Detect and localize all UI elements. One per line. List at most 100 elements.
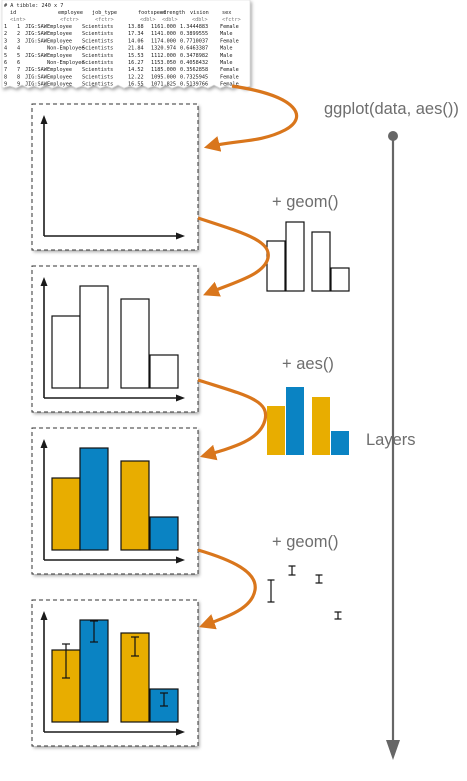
flow-arrow-3 — [197, 378, 268, 461]
tibble-cell: 0.7710037 — [180, 38, 208, 44]
tibble-cell: Scientists — [82, 53, 113, 59]
tibble-title: # A tibble: 240 x 7 — [4, 3, 63, 9]
layers-timeline — [386, 131, 400, 760]
tibble-cell: 1095.000 — [151, 74, 176, 80]
timeline-arrowhead — [386, 740, 400, 760]
tibble-cell: Male — [220, 60, 233, 66]
tibble-cell: 16.27 — [128, 60, 144, 66]
panel-empty-bars — [31, 265, 199, 413]
panel-dashed-border — [31, 599, 199, 747]
panel-dashed-border — [31, 103, 199, 251]
tibble-cell: Scientists — [82, 67, 113, 73]
tibble-cell: 0.5139766 — [180, 82, 208, 88]
tibble-cell: 1 — [17, 24, 20, 30]
flow-arrow-1 — [203, 84, 298, 152]
panel-bars-with-errors — [31, 599, 199, 747]
glyph-colored-bar — [286, 387, 304, 455]
tibble-header-cell: sex — [222, 10, 231, 16]
aes-step-label: + aes() — [282, 355, 334, 373]
tibble-cell: 9 — [4, 82, 7, 88]
tibble-cell: 8 — [4, 74, 7, 80]
tibble-types: <int> <fctr> <fctr> <dbl> <dbl> <dbl> <fctr> — [10, 17, 241, 23]
tibble-cell: 1.3444883 — [180, 24, 208, 30]
tibble-cell: 16.55 — [128, 82, 144, 88]
bar — [149, 516, 179, 551]
bar — [120, 460, 150, 551]
flow-arrows — [197, 84, 298, 630]
tibble-cell: 1153.050 — [151, 60, 176, 66]
y-axis-arrowhead — [40, 611, 48, 620]
tibble-cell: 4 — [17, 46, 20, 52]
tibble-cell: 0.3478982 — [180, 53, 208, 59]
tibble-cell: 3 — [17, 38, 20, 44]
tibble-cell: JIG:SAW — [25, 38, 48, 44]
tibble-cell: Male — [220, 53, 233, 59]
tibble-cell: 0.7325945 — [180, 74, 208, 80]
layers-label: Layers — [366, 431, 416, 449]
tibble-cell: Female — [220, 38, 239, 44]
tibble-cell: Scientists — [82, 46, 113, 52]
tibble-cell: Employee — [47, 53, 72, 59]
tibble-cell: Scientists — [82, 74, 113, 80]
tibble-cell: 0.3562858 — [180, 67, 208, 73]
panel-background — [32, 104, 198, 250]
tibble-cell: 0.6463387 — [180, 46, 208, 52]
tibble-type-cell: <fctr> — [60, 17, 79, 23]
tibble-header-cell: footspeed — [138, 10, 166, 16]
tibble-type-cell: <fctr> — [222, 17, 241, 23]
tibble-type-cell: <dbl> — [162, 17, 178, 23]
tibble-cell: Employee — [47, 67, 72, 73]
tibble-cell: JIG:SAW — [25, 24, 48, 30]
tibble-cell: 0.4058432 — [180, 60, 208, 66]
tibble-cell: Female — [220, 74, 239, 80]
panel-colored-bars — [31, 427, 199, 575]
panel-dashed-border — [31, 265, 199, 413]
glyph-colored-bar — [331, 431, 349, 455]
tibble-cell: Scientists — [82, 31, 113, 37]
glyph-colored-bar — [312, 397, 330, 455]
layer-glyphs — [266, 221, 350, 620]
tibble-cell: Scientists — [82, 82, 113, 88]
y-axis-arrowhead — [40, 439, 48, 448]
x-axis-arrowhead — [176, 232, 185, 240]
tibble-cell: 1071.825 — [151, 82, 176, 88]
tibble-cell: 14.52 — [128, 67, 144, 73]
tibble-cell: 5 — [4, 53, 7, 59]
glyph-outline-bar — [266, 240, 286, 292]
tibble-cell: Female — [220, 24, 239, 30]
x-axis-arrowhead — [176, 394, 185, 402]
tibble-cell: 1141.000 — [151, 31, 176, 37]
tibble-cell: Non-Employee — [47, 46, 84, 52]
tibble-cell: Employee — [47, 38, 72, 44]
tibble-type-cell: <dbl> — [192, 17, 208, 23]
plot-panels — [31, 103, 199, 747]
tibble-cell: Employee — [47, 82, 72, 88]
glyph-outline-bar — [311, 231, 331, 292]
tibble-cell: 21.84 — [128, 46, 144, 52]
tibble-snippet: # A tibble: 240 x 7 id employee job_type fo… — [1, 0, 251, 89]
panel-dashed-border — [31, 427, 199, 575]
tibble-cell: 9 — [17, 82, 20, 88]
tibble-cell: JIG:SAW — [25, 74, 48, 80]
tibble-cell: Scientists — [82, 24, 113, 30]
tibble-cell: 6 — [17, 60, 20, 66]
tibble-cell: Employee — [47, 31, 72, 37]
tibble-cell: 1174.000 — [151, 38, 176, 44]
x-axis-arrowhead — [176, 556, 185, 564]
tibble-cell: 7 — [4, 67, 7, 73]
tibble-cell: 8 — [17, 74, 20, 80]
flow-arrow-4 — [197, 548, 257, 630]
tibble-cell: JIG:SAW — [25, 31, 48, 37]
tibble-header-cell: strength — [160, 10, 185, 16]
tibble-cell: Female — [220, 67, 239, 73]
tibble-cell: 17.34 — [128, 31, 144, 37]
bar — [79, 285, 109, 389]
tibble-paper — [1, 0, 251, 89]
tibble-cell: JIG:SAW — [25, 53, 48, 59]
tibble-cell: Female — [220, 82, 239, 88]
x-axis-arrowhead — [176, 728, 185, 736]
bar — [51, 315, 81, 389]
geom-step-label: + geom() — [272, 193, 338, 211]
tibble-type-cell: <dbl> — [140, 17, 156, 23]
